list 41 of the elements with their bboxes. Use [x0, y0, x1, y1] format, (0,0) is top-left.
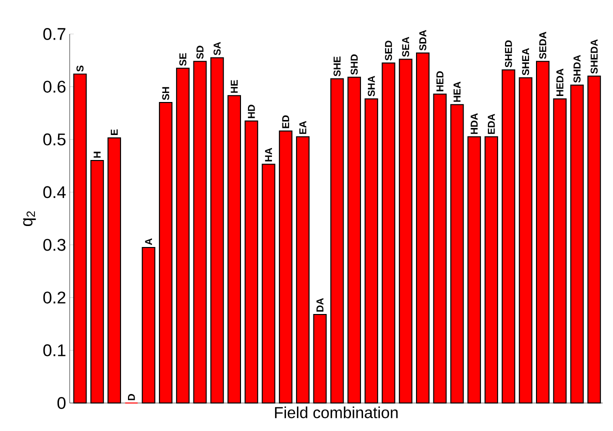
y-tick-label: 0.2: [43, 292, 66, 304]
x-tick-label: SH: [162, 87, 170, 100]
x-tick-label: SED: [384, 40, 392, 61]
x-tick-label: SHED: [504, 40, 512, 68]
y-tick-label: 0.1: [43, 344, 66, 356]
x-tick-label: SHE: [334, 56, 341, 76]
y-tick-label: 0.5: [43, 133, 66, 146]
x-tick-label: HE: [230, 80, 238, 93]
x-tick-label: SD: [196, 46, 204, 59]
x-tick-label: SA: [214, 42, 221, 56]
x-tick-label: HEDA: [556, 68, 564, 96]
x-tick-label: SDA: [419, 30, 426, 50]
x-tick-label: HA: [265, 148, 272, 162]
x-tick-label: E: [110, 129, 118, 135]
x-tick-label: SHA: [368, 76, 375, 96]
x-tick-label: A: [145, 238, 152, 246]
x-tick-label: SHDA: [573, 54, 581, 83]
x-tick-label: HDA: [470, 113, 478, 134]
y-tick-label: 0.6: [43, 80, 66, 93]
x-tick-label: SHD: [350, 54, 358, 75]
x-axis-title: Field combination: [275, 406, 398, 418]
x-tick-label: SEDA: [539, 32, 546, 59]
y-tick-label: 0.3: [43, 238, 66, 251]
x-tick-label: SEA: [402, 36, 410, 57]
x-tick-label: ED: [282, 115, 290, 128]
x-tick-label: HD: [248, 104, 255, 118]
x-tick-label: HED: [436, 71, 444, 92]
y-axis-title: q$_{2}$: [23, 211, 36, 226]
x-tick-label: EA: [299, 121, 306, 134]
x-tick-label: HEA: [454, 82, 460, 102]
x-tick-label: H: [94, 152, 101, 158]
x-tick-label: D: [128, 394, 135, 400]
x-tick-label: S: [76, 66, 84, 72]
y-tick-label: 0.4: [43, 186, 66, 198]
x-tick-label: SHEDA: [590, 39, 598, 74]
y-tick-label: 0.7: [43, 28, 66, 40]
x-tick-label: DA: [316, 298, 324, 312]
y-tick-label: 0: [57, 397, 66, 409]
x-tick-label: SE: [179, 53, 186, 66]
x-tick-label: EDA: [488, 114, 495, 134]
x-tick-label: SHEA: [522, 48, 530, 76]
